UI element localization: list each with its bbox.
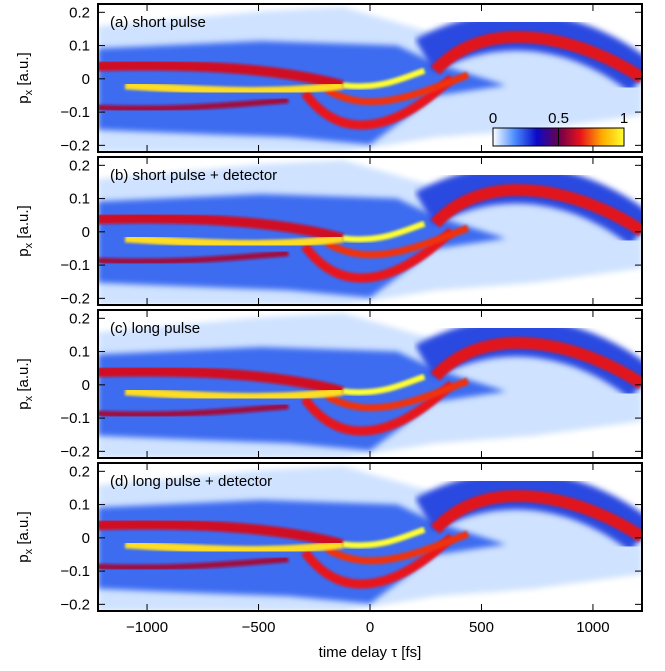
colorbar-tick-label: 0.5 xyxy=(548,110,569,127)
x-tick-label: 500 xyxy=(469,619,494,636)
red-band xyxy=(98,60,345,91)
red-band xyxy=(301,380,455,436)
panel-title: (d) long pulse + detector xyxy=(110,473,272,490)
y-axis-label: px [a.u.] xyxy=(15,52,35,103)
y-axis-label-part: [a.u.] xyxy=(15,52,32,90)
y-tick-label: 0.1 xyxy=(69,344,90,361)
red-band xyxy=(98,213,345,244)
y-tick-label: 0.2 xyxy=(69,310,90,327)
yellow-band xyxy=(342,526,426,549)
panel-title: (c) long pulse xyxy=(110,320,200,337)
red-band xyxy=(430,184,642,236)
y-axis-label-part: p xyxy=(15,401,32,409)
yellow-band xyxy=(342,373,426,396)
y-axis-label: px [a.u.] xyxy=(15,205,35,256)
heatmap xyxy=(98,159,642,305)
red-band xyxy=(324,377,470,412)
red-band xyxy=(324,224,470,259)
red-band xyxy=(430,337,642,389)
y-tick-label: 0.2 xyxy=(69,4,90,21)
y-tick-label: 0 xyxy=(82,377,90,394)
yellow-band xyxy=(342,220,426,243)
yellow-band xyxy=(124,234,344,248)
red-band xyxy=(98,519,345,550)
y-axis-label: px [a.u.] xyxy=(15,511,35,562)
red-band xyxy=(301,533,455,589)
y-tick-label: −0.2 xyxy=(60,137,90,154)
y-tick-label: −0.1 xyxy=(60,410,90,427)
yellow-band xyxy=(124,81,344,95)
red-band xyxy=(301,227,455,283)
x-tick-label: 0 xyxy=(366,619,374,636)
heatmap xyxy=(98,312,642,458)
y-tick-label: 0 xyxy=(82,224,90,241)
y-tick-label: 0 xyxy=(82,71,90,88)
red-band xyxy=(324,530,470,565)
y-tick-label: −0.2 xyxy=(60,290,90,307)
red-band xyxy=(324,71,470,106)
yellow-band xyxy=(124,387,344,401)
y-tick-label: 0.1 xyxy=(69,38,90,55)
y-axis-label-part: x xyxy=(23,548,35,554)
y-axis-label-part: x xyxy=(23,395,35,401)
y-tick-label: 0.1 xyxy=(69,191,90,208)
red-band xyxy=(430,490,642,542)
red-band xyxy=(430,31,642,83)
red-band xyxy=(98,556,289,571)
y-axis-label-part: p xyxy=(15,554,32,562)
y-axis-label-part: p xyxy=(15,248,32,256)
heatmap xyxy=(98,465,642,611)
red-band xyxy=(301,74,455,130)
y-tick-label: −0.1 xyxy=(60,563,90,580)
red-band xyxy=(98,403,289,418)
y-axis-label-part: p xyxy=(15,95,32,103)
y-tick-label: −0.2 xyxy=(60,596,90,613)
y-tick-label: 0.1 xyxy=(69,497,90,514)
red-band xyxy=(98,366,345,397)
y-axis-label: px [a.u.] xyxy=(15,358,35,409)
x-tick-label: −1000 xyxy=(126,619,168,636)
y-tick-label: −0.1 xyxy=(60,104,90,121)
y-tick-label: 0.2 xyxy=(69,463,90,480)
yellow-band xyxy=(342,67,426,90)
y-tick-label: 0.2 xyxy=(69,157,90,174)
panel-title: (b) short pulse + detector xyxy=(110,167,277,184)
y-tick-label: −0.2 xyxy=(60,443,90,460)
red-band xyxy=(98,97,289,112)
y-axis-label-part: x xyxy=(23,89,35,95)
x-tick-label: 1000 xyxy=(576,619,609,636)
y-axis-label-part: [a.u.] xyxy=(15,205,32,243)
panel-title: (a) short pulse xyxy=(110,14,206,31)
y-tick-label: −0.1 xyxy=(60,257,90,274)
heatmap xyxy=(98,6,642,152)
colorbar-tick-label: 0 xyxy=(489,110,497,127)
red-band xyxy=(98,250,289,265)
y-axis-label-part: [a.u.] xyxy=(15,358,32,396)
y-axis-label-part: [a.u.] xyxy=(15,511,32,549)
y-axis-label-part: x xyxy=(23,242,35,248)
colorbar-tick-label: 1 xyxy=(620,110,628,127)
yellow-band xyxy=(124,540,344,554)
x-axis-label: time delay τ [fs] xyxy=(319,644,422,661)
x-tick-label: −500 xyxy=(242,619,276,636)
y-tick-label: 0 xyxy=(82,530,90,547)
